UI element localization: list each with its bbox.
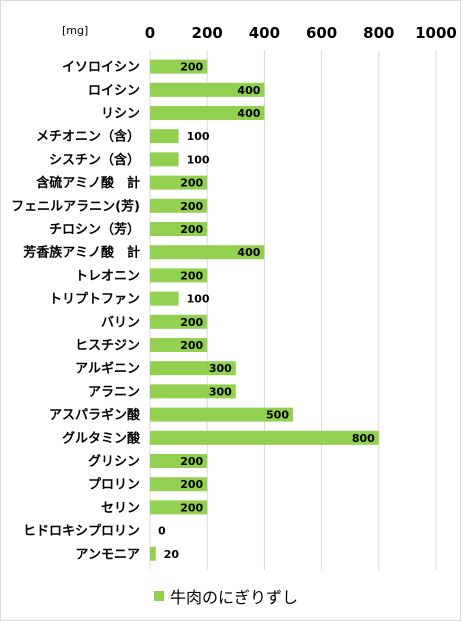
data-label: 200 — [180, 501, 203, 514]
bar — [150, 361, 236, 376]
category-label: アスパラギン酸 — [49, 407, 141, 423]
bar — [150, 454, 208, 468]
x-tick-label: 200 — [192, 24, 223, 42]
category-label: ヒドロキシプロリン — [23, 524, 140, 539]
bar — [150, 245, 265, 260]
data-label: 800 — [352, 432, 375, 445]
data-label: 200 — [180, 61, 203, 74]
category-label: シスチン（含） — [49, 152, 140, 168]
x-tick-label: 400 — [249, 24, 280, 42]
category-label: ロイシン — [88, 83, 140, 98]
bar — [150, 152, 179, 167]
data-label: 200 — [180, 223, 203, 236]
data-label: 200 — [180, 200, 203, 213]
data-label: 200 — [180, 316, 203, 329]
legend-swatch — [154, 591, 164, 601]
bar — [150, 59, 208, 74]
category-label: アラニン — [88, 385, 140, 400]
legend-label: 牛肉のにぎりずし — [170, 588, 299, 607]
category-label: グリシン — [88, 454, 140, 470]
bar — [150, 407, 293, 422]
bar — [150, 338, 208, 352]
category-label: トリプトファン — [49, 292, 140, 307]
bar — [150, 477, 208, 492]
unit-label: [mg] — [62, 24, 89, 37]
category-label: 含硫アミノ酸 計 — [35, 175, 140, 191]
category-label: チロシン（芳） — [49, 222, 140, 238]
x-tick-label: 1000 — [415, 24, 457, 42]
category-label: イソロイシン — [62, 60, 140, 75]
category-label: セリン — [101, 501, 140, 516]
bar — [150, 198, 208, 213]
bar — [150, 500, 208, 515]
data-label: 0 — [158, 525, 166, 538]
data-label: 200 — [180, 455, 203, 468]
category-label: 芳香族アミノ酸 計 — [23, 245, 140, 261]
data-label: 400 — [237, 246, 260, 259]
category-label: ヒスチジン — [75, 339, 140, 354]
data-label: 100 — [187, 153, 210, 166]
data-label: 100 — [187, 130, 210, 143]
x-tick-label: 0 — [145, 24, 155, 42]
category-label: グルタミン酸 — [62, 430, 141, 446]
bar — [150, 384, 236, 399]
data-label: 200 — [180, 339, 203, 352]
bar — [150, 291, 179, 306]
data-label: 20 — [164, 548, 180, 561]
data-label: 200 — [180, 177, 203, 190]
bar — [150, 222, 208, 236]
category-label: リシン — [101, 107, 140, 122]
bar — [150, 314, 208, 329]
x-tick-label: 800 — [363, 24, 394, 42]
data-label: 200 — [180, 478, 203, 491]
legend: 牛肉のにぎりずし — [154, 584, 298, 608]
bar — [150, 106, 265, 120]
data-label: 300 — [209, 362, 232, 375]
category-label: アンモニア — [76, 547, 140, 562]
data-label: 100 — [187, 293, 210, 306]
bar — [150, 546, 156, 561]
x-tick-label: 600 — [306, 24, 337, 42]
data-label: 300 — [209, 385, 232, 398]
category-label: プロリン — [88, 478, 140, 493]
bar — [150, 129, 179, 144]
bar — [150, 268, 208, 283]
bar — [150, 175, 208, 190]
category-label: フェニルアラニン(芳) — [11, 198, 140, 214]
bar — [150, 82, 265, 97]
data-label: 400 — [237, 107, 260, 120]
data-label: 400 — [237, 84, 260, 97]
data-label: 500 — [266, 409, 289, 422]
data-label: 200 — [180, 269, 203, 282]
bar — [150, 430, 379, 445]
category-label: トレオニン — [75, 269, 140, 284]
category-label: メチオニン（含） — [36, 129, 140, 145]
category-label: アルギニン — [75, 361, 140, 377]
category-label: バリン — [101, 315, 140, 330]
